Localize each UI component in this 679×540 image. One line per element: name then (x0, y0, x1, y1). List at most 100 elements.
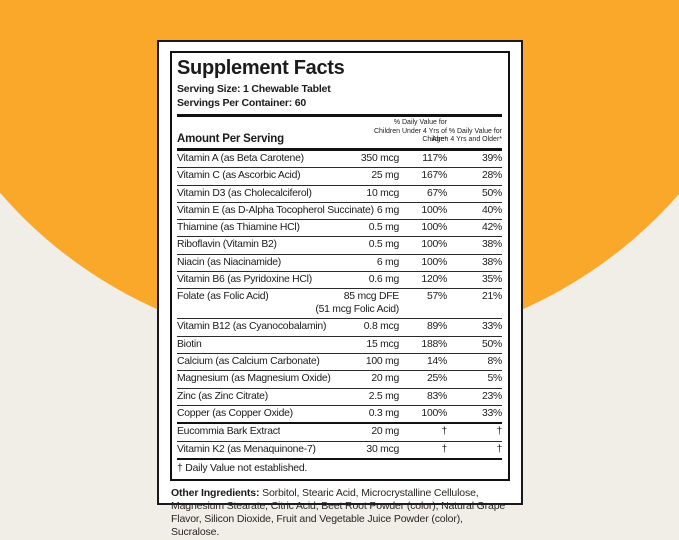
dv-under4: 188% (421, 338, 447, 350)
nutrient-amount: 10 mcg (366, 187, 399, 199)
nutrient-amount: 350 mcg (360, 153, 399, 164)
nutrient-name: Magnesium (as Magnesium Oxide) (177, 373, 331, 385)
nutrient-name: Vitamin E (as D-Alpha Tocopherol Succina… (177, 204, 374, 216)
dv-under4: 120% (421, 274, 447, 286)
nutrient-name: Vitamin K2 (as Menaquinone-7) (177, 443, 316, 455)
nutrient-row: Vitamin E (as D-Alpha Tocopherol Succina… (177, 201, 502, 219)
nutrient-amount: 0.8 mcg (363, 321, 399, 333)
dv-under4: 100% (421, 204, 447, 216)
dv-under4: 100% (421, 407, 447, 419)
dv-4plus: 5% (487, 373, 502, 385)
nutrient-row: Riboflavin (Vitamin B2) 0.5 mg 100% 38% (177, 236, 502, 253)
dv-under4: 89% (426, 321, 447, 333)
amount-per-serving-header: Amount Per Serving (177, 133, 284, 145)
dv-4plus: 38% (481, 239, 502, 251)
nutrient-row: Calcium (as Calcium Carbonate) 100 mg 14% 8… (177, 353, 502, 370)
nutrient-name: Folate (as Folic Acid) (177, 291, 269, 303)
dv-under4: 25% (426, 373, 447, 385)
nutrient-name: Vitamin C (as Ascorbic Acid) (177, 170, 301, 182)
nutrient-amount: 100 mg (365, 356, 399, 368)
nutrient-name: Niacin (as Niacinamide) (177, 256, 281, 268)
dv-4plus: 23% (481, 390, 502, 402)
nutrient-row: Vitamin B12 (as Cyanocobalamin) 0.8 mcg 89… (177, 318, 502, 335)
nutrient-row: Niacin (as Niacinamide) 6 mg 100% 38% (177, 253, 502, 271)
dv-4plus: 28% (481, 170, 502, 182)
nutrient-row: Vitamin B6 (as Pyridoxine HCl) 0.6 mg 120%… (177, 271, 502, 288)
dv-column-header-4plus: % Daily Value for Children 4 Yrs and Old… (422, 127, 502, 144)
nutrient-name: Vitamin D3 (as Cholecalciferol) (177, 187, 312, 199)
dv-under4: 67% (426, 187, 447, 199)
divider-thick-top (177, 114, 502, 117)
serving-size: Serving Size: 1 Chewable Tablet (177, 83, 331, 95)
nutrient-row: Thiamine (as Thiamine HCl) 0.5 mg 100% 42% (177, 219, 502, 236)
nutrient-row: Eucommia Bark Extract 20 mg † † (177, 422, 502, 440)
nutrient-name: Copper (as Copper Oxide) (177, 407, 293, 419)
nutrient-rows: Vitamin A (as Beta Carotene) 350 mcg 117% 3… (177, 151, 502, 458)
nutrient-row: Magnesium (as Magnesium Oxide) 20 mg 25% 5% (177, 370, 502, 387)
nutrient-name: Calcium (as Calcium Carbonate) (177, 356, 320, 368)
nutrient-name: Vitamin A (as Beta Carotene) (177, 153, 304, 164)
nutrient-row: Vitamin C (as Ascorbic Acid) 25 mg 167% 28% (177, 167, 502, 184)
nutrient-name: Vitamin B12 (as Cyanocobalamin) (177, 321, 327, 333)
nutrient-amount: 20 mg (371, 426, 399, 438)
dv-under4: † (441, 443, 447, 455)
dv-4plus: 40% (481, 204, 502, 216)
dv-4plus: 33% (481, 321, 502, 333)
nutrient-name: Biotin (177, 338, 202, 350)
dv-under4: 57% (426, 291, 447, 303)
other-ingredients: Other Ingredients: Sorbitol, Stearic Aci… (170, 481, 510, 538)
dv-under4: 100% (421, 239, 447, 251)
nutrient-amount: 30 mcg (366, 443, 399, 455)
nutrient-amount: 20 mg (371, 373, 399, 385)
dv-4plus: 38% (481, 256, 502, 268)
dv-4plus: 33% (481, 407, 502, 419)
nutrient-amount: 85 mcg DFE (51 mcg Folic Acid) (315, 291, 399, 316)
dv-under4: 14% (426, 356, 447, 368)
dv-under4: 100% (421, 256, 447, 268)
nutrient-name: Eucommia Bark Extract (177, 426, 281, 438)
supplement-label-card: Supplement Facts Serving Size: 1 Chewabl… (157, 40, 523, 538)
nutrient-row: Vitamin K2 (as Menaquinone-7) 30 mcg † † (177, 440, 502, 458)
dv-4plus: 8% (487, 356, 502, 368)
nutrient-name: Riboflavin (Vitamin B2) (177, 239, 277, 251)
nutrient-amount: 0.3 mg (368, 407, 400, 419)
nutrient-row: Folate (as Folic Acid) 85 mcg DFE (51 mcg … (177, 288, 502, 318)
panel-title: Supplement Facts (177, 57, 345, 79)
nutrient-row: Copper (as Copper Oxide) 0.3 mg 100% 33% (177, 404, 502, 422)
dv-4plus: 42% (481, 222, 502, 234)
nutrient-row: Biotin 15 mcg 188% 50% (177, 335, 502, 353)
dv-4plus: 35% (481, 274, 502, 286)
nutrient-amount: 0.5 mg (368, 222, 400, 234)
dv-column-header-under4: % Daily Value for Children Under 4 Yrs o… (373, 119, 447, 144)
servings-per-container: Servings Per Container: 60 (177, 96, 307, 109)
nutrient-row: Vitamin A (as Beta Carotene) 350 mcg 117% 3… (177, 151, 502, 167)
dv-under4: 83% (426, 390, 447, 402)
nutrient-row: Vitamin D3 (as Cholecalciferol) 10 mcg 67%… (177, 184, 502, 202)
dv-under4: 117% (422, 153, 447, 164)
other-ingredients-label: Other Ingredients: (171, 487, 260, 500)
dv-4plus: 21% (481, 291, 502, 303)
daily-value-footnote: † Daily Value not established. (177, 457, 502, 480)
nutrient-amount: 0.5 mg (368, 239, 400, 251)
divider-thick-header (177, 148, 502, 151)
dv-4plus: 50% (481, 187, 502, 199)
nutrient-row: Zinc (as Zinc Citrate) 2.5 mg 83% 23% (177, 387, 502, 405)
supplement-facts-panel: Supplement Facts Serving Size: 1 Chewabl… (170, 51, 510, 482)
dv-4plus: 39% (481, 153, 502, 164)
dv-4plus: † (496, 426, 502, 438)
nutrient-name: Thiamine (as Thiamine HCl) (177, 222, 300, 234)
nutrient-amount: 0.6 mg (368, 274, 400, 286)
nutrient-amount: 6 mg (376, 256, 399, 268)
nutrient-name: Vitamin B6 (as Pyridoxine HCl) (177, 274, 312, 286)
nutrient-amount: 25 mg (371, 170, 399, 182)
dv-4plus: 50% (481, 338, 502, 350)
dv-under4: † (441, 426, 447, 438)
nutrient-name: Zinc (as Zinc Citrate) (177, 390, 268, 402)
dv-4plus: † (496, 443, 502, 455)
nutrient-amount: 6 mg (376, 204, 399, 216)
column-header-row: Amount Per Serving % Daily Value for Chi… (177, 117, 502, 148)
nutrient-amount: 2.5 mg (368, 390, 400, 402)
other-ingredients-text: Sorbitol, Stearic Acid, Microcrystalline… (171, 487, 506, 538)
dv-under4: 100% (421, 222, 447, 234)
